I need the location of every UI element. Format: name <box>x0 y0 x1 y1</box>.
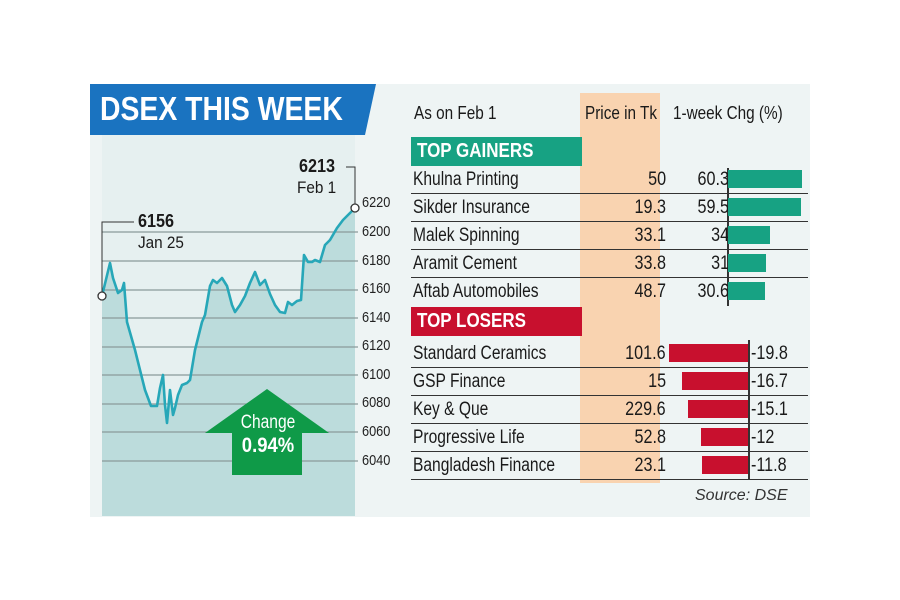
end-value-label: 6213 <box>299 156 336 176</box>
change-value: 30.6 <box>697 281 729 302</box>
y-tick-6140: 6140 <box>362 309 391 326</box>
start-leader-line <box>101 221 134 292</box>
gainer-row: Malek Spinning 33.1 34 <box>411 222 808 250</box>
loss-bar <box>702 456 748 474</box>
y-tick-6120: 6120 <box>362 337 391 354</box>
price-value: 50 <box>648 169 666 190</box>
change-badge: Change 0.94% <box>228 412 308 458</box>
banner-shape <box>90 84 376 135</box>
company-name: Standard Ceramics <box>413 343 547 364</box>
gainer-row: Khulna Printing 50 60.3 <box>411 166 808 194</box>
row-divider <box>411 193 808 194</box>
gain-bar <box>728 170 802 188</box>
company-name: Aftab Automobiles <box>413 281 539 302</box>
top-gainers-badge: TOP GAINERS <box>411 137 582 166</box>
end-point-marker <box>350 203 360 213</box>
gain-bar <box>728 282 765 300</box>
row-divider <box>411 479 808 480</box>
y-tick-6100: 6100 <box>362 366 391 383</box>
price-value: 229.6 <box>625 399 666 420</box>
loss-bar <box>669 344 748 362</box>
loss-bar <box>682 372 748 390</box>
price-column-highlight <box>580 93 660 483</box>
company-name: Malek Spinning <box>413 225 520 246</box>
row-divider <box>411 221 808 222</box>
title-banner: DSEX THIS WEEK <box>90 84 376 135</box>
top-losers-badge: TOP LOSERS <box>411 307 582 336</box>
gainer-row: Aramit Cement 33.8 31 <box>411 250 808 278</box>
page-title: DSEX THIS WEEK <box>100 90 343 127</box>
change-value: -11.8 <box>751 455 787 476</box>
loser-row: Bangladesh Finance 23.1 -11.8 <box>411 452 808 480</box>
start-value-label: 6156 <box>138 211 175 231</box>
change-value: 59.5 <box>697 197 729 218</box>
company-name: Aramit Cement <box>413 253 517 274</box>
as-on-date: As on Feb 1 <box>414 103 497 123</box>
price-value: 33.1 <box>634 225 666 246</box>
price-value: 101.6 <box>625 343 666 364</box>
y-tick-6060: 6060 <box>362 423 391 440</box>
price-value: 15 <box>648 371 666 392</box>
change-up-arrow-icon <box>205 389 329 475</box>
company-name: Khulna Printing <box>413 169 519 190</box>
price-value: 19.3 <box>634 197 666 218</box>
y-tick-6200: 6200 <box>362 223 391 240</box>
change-value: 34 <box>711 225 729 246</box>
loser-row: GSP Finance 15 -16.7 <box>411 368 808 396</box>
row-divider <box>411 249 808 250</box>
y-tick-6040: 6040 <box>362 452 391 469</box>
change-value: -15.1 <box>751 399 788 420</box>
top-gainers-label: TOP GAINERS <box>417 140 534 162</box>
loser-row: Progressive Life 52.8 -12 <box>411 424 808 452</box>
change-header: 1-week Chg (%) <box>673 103 783 123</box>
y-tick-6180: 6180 <box>362 252 391 269</box>
gainer-row: Aftab Automobiles 48.7 30.6 <box>411 278 808 306</box>
change-value: 60.3 <box>697 169 729 190</box>
start-date-label: Jan 25 <box>138 233 184 252</box>
gainer-row: Sikder Insurance 19.3 59.5 <box>411 194 808 222</box>
y-tick-6220: 6220 <box>362 194 391 211</box>
losers-bar-axis <box>748 340 750 480</box>
company-name: GSP Finance <box>413 371 506 392</box>
price-header: Price in Tk <box>585 103 657 123</box>
price-value: 23.1 <box>634 455 666 476</box>
change-value: 31 <box>711 253 729 274</box>
y-tick-6160: 6160 <box>362 280 391 297</box>
loss-bar <box>688 400 748 418</box>
change-value: -16.7 <box>751 371 788 392</box>
change-label-text: Change <box>240 412 296 433</box>
gridlines <box>102 231 358 462</box>
price-value: 52.8 <box>634 427 666 448</box>
price-value: 33.8 <box>634 253 666 274</box>
source-note: Source: DSE <box>695 487 788 504</box>
change-value: -19.8 <box>751 343 788 364</box>
y-tick-6080: 6080 <box>362 394 391 411</box>
company-name: Progressive Life <box>413 427 525 448</box>
company-name: Bangladesh Finance <box>413 455 556 476</box>
row-divider <box>411 423 808 424</box>
gainers-bar-axis <box>727 168 729 306</box>
price-value: 48.7 <box>634 281 666 302</box>
row-divider <box>411 277 808 278</box>
row-divider <box>411 451 808 452</box>
row-divider <box>411 367 808 368</box>
gain-bar <box>728 226 770 244</box>
company-name: Sikder Insurance <box>413 197 530 218</box>
company-name: Key & Que <box>413 399 489 420</box>
dsex-index-line <box>100 207 356 425</box>
loss-bar <box>701 428 748 446</box>
end-date-label: Feb 1 <box>297 178 337 197</box>
end-leader-line <box>346 166 356 204</box>
row-divider <box>411 395 808 396</box>
change-value: 0.94% <box>241 434 295 457</box>
start-point-marker <box>97 291 107 301</box>
loser-row: Standard Ceramics 101.6 -19.8 <box>411 340 808 368</box>
loser-row: Key & Que 229.6 -15.1 <box>411 396 808 424</box>
gain-bar <box>728 254 766 272</box>
top-losers-label: TOP LOSERS <box>417 310 526 332</box>
gain-bar <box>728 198 801 216</box>
change-value: -12 <box>751 427 775 448</box>
